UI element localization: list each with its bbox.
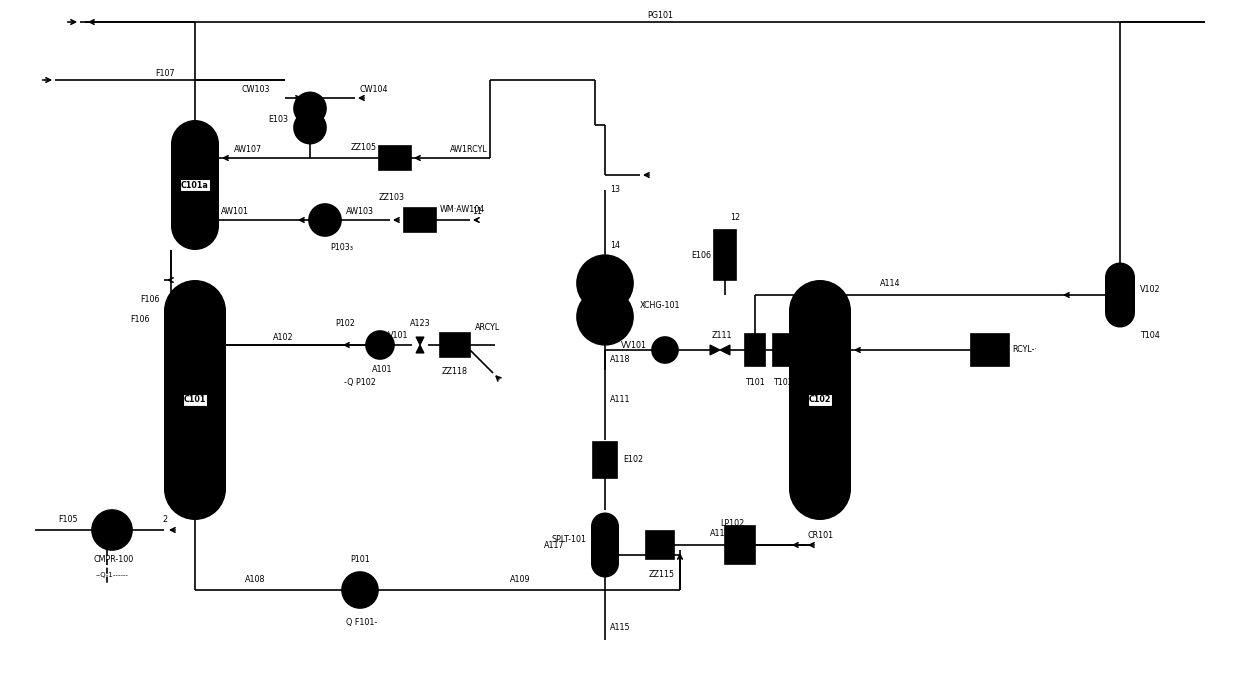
Ellipse shape	[591, 513, 619, 540]
Ellipse shape	[789, 280, 851, 342]
Bar	[971, 334, 1009, 366]
Text: A114: A114	[879, 279, 900, 287]
Text: AW103: AW103	[346, 207, 374, 216]
Bar	[773, 334, 794, 366]
Text: A109: A109	[510, 576, 531, 584]
Text: P103₃: P103₃	[330, 243, 353, 252]
Text: AW1RCYL: AW1RCYL	[450, 146, 487, 155]
Text: -Q P102: -Q P102	[343, 378, 376, 388]
Text: E102: E102	[622, 456, 644, 464]
Text: E105: E105	[732, 540, 753, 549]
Ellipse shape	[591, 549, 619, 578]
Bar	[593, 442, 618, 478]
Text: AW101: AW101	[221, 207, 249, 216]
Text: 11: 11	[472, 207, 482, 216]
Text: 15: 15	[610, 336, 620, 344]
Text: AW107: AW107	[234, 146, 262, 155]
Text: ZZ115: ZZ115	[649, 570, 675, 579]
Text: A115: A115	[610, 624, 631, 633]
Bar	[714, 230, 737, 280]
Text: SPLT-101: SPLT-101	[552, 536, 587, 544]
Ellipse shape	[1105, 298, 1135, 327]
Text: P101: P101	[350, 555, 370, 565]
Text: A116: A116	[709, 528, 730, 538]
Circle shape	[294, 92, 326, 124]
Text: P102: P102	[335, 319, 355, 327]
Text: V102: V102	[1140, 285, 1161, 294]
Polygon shape	[711, 345, 720, 355]
Text: E106: E106	[691, 250, 711, 260]
Text: ZZ118: ZZ118	[441, 367, 467, 376]
Text: CW104: CW104	[360, 85, 388, 94]
Text: 13: 13	[610, 186, 620, 195]
Bar	[440, 333, 470, 357]
Text: VV101: VV101	[621, 340, 647, 349]
Circle shape	[309, 204, 341, 236]
Text: Q F101-: Q F101-	[346, 618, 378, 626]
Circle shape	[342, 572, 378, 608]
Bar	[591, 527, 619, 563]
Bar	[745, 334, 765, 366]
Polygon shape	[720, 345, 730, 355]
Text: ZZ105: ZZ105	[351, 144, 377, 153]
Text: A123: A123	[409, 319, 430, 327]
Text: ARCYL: ARCYL	[475, 323, 500, 332]
Circle shape	[92, 510, 131, 550]
Bar	[789, 311, 851, 489]
Text: T101: T101	[745, 378, 765, 387]
Bar	[164, 311, 226, 489]
Text: A117: A117	[544, 540, 565, 549]
Text: 14: 14	[610, 241, 620, 250]
Text: --Q-1------: --Q-1------	[95, 572, 129, 578]
Text: T102: T102	[773, 378, 792, 387]
Text: RCYL-·: RCYL-·	[1012, 346, 1037, 355]
Text: A102: A102	[273, 332, 294, 342]
Circle shape	[577, 255, 632, 311]
Circle shape	[577, 289, 632, 345]
Text: A108: A108	[244, 576, 265, 584]
Text: F105: F105	[58, 515, 78, 525]
Text: PG101: PG101	[647, 10, 673, 20]
Text: WM·AW104: WM·AW104	[440, 205, 485, 214]
Text: Z111: Z111	[712, 330, 733, 340]
Text: T104: T104	[1140, 330, 1159, 340]
Text: 12: 12	[730, 212, 740, 222]
Bar	[646, 531, 675, 559]
Ellipse shape	[164, 280, 226, 342]
Text: LP102: LP102	[720, 519, 744, 527]
Circle shape	[294, 112, 326, 144]
Text: A118: A118	[610, 355, 630, 365]
Text: F107: F107	[155, 68, 175, 77]
Bar	[725, 526, 755, 564]
Bar	[1105, 277, 1135, 313]
Text: CR101: CR101	[808, 530, 835, 540]
Bar	[171, 144, 219, 226]
Ellipse shape	[171, 120, 219, 168]
Polygon shape	[415, 345, 424, 353]
Circle shape	[652, 337, 678, 363]
Text: F106: F106	[130, 315, 150, 325]
Text: E103: E103	[268, 115, 288, 125]
Circle shape	[366, 331, 394, 359]
Bar	[404, 208, 436, 232]
Text: CW103: CW103	[242, 85, 270, 94]
Text: 2: 2	[162, 515, 167, 525]
Text: A111: A111	[610, 395, 630, 405]
Text: XCHG-101: XCHG-101	[640, 300, 681, 309]
Text: F106: F106	[140, 296, 160, 304]
Text: S: S	[813, 340, 818, 349]
Text: C102: C102	[808, 395, 831, 405]
Text: CMPR-100: CMPR-100	[94, 555, 134, 565]
Text: C101a: C101a	[181, 180, 208, 189]
Ellipse shape	[164, 458, 226, 520]
Text: ZZ103: ZZ103	[379, 193, 405, 203]
Text: C101: C101	[184, 395, 206, 405]
Polygon shape	[415, 337, 424, 345]
Bar	[379, 146, 410, 170]
Ellipse shape	[171, 202, 219, 250]
Text: A101: A101	[372, 365, 392, 374]
Ellipse shape	[1105, 262, 1135, 292]
Text: V101: V101	[387, 330, 408, 340]
Ellipse shape	[789, 458, 851, 520]
